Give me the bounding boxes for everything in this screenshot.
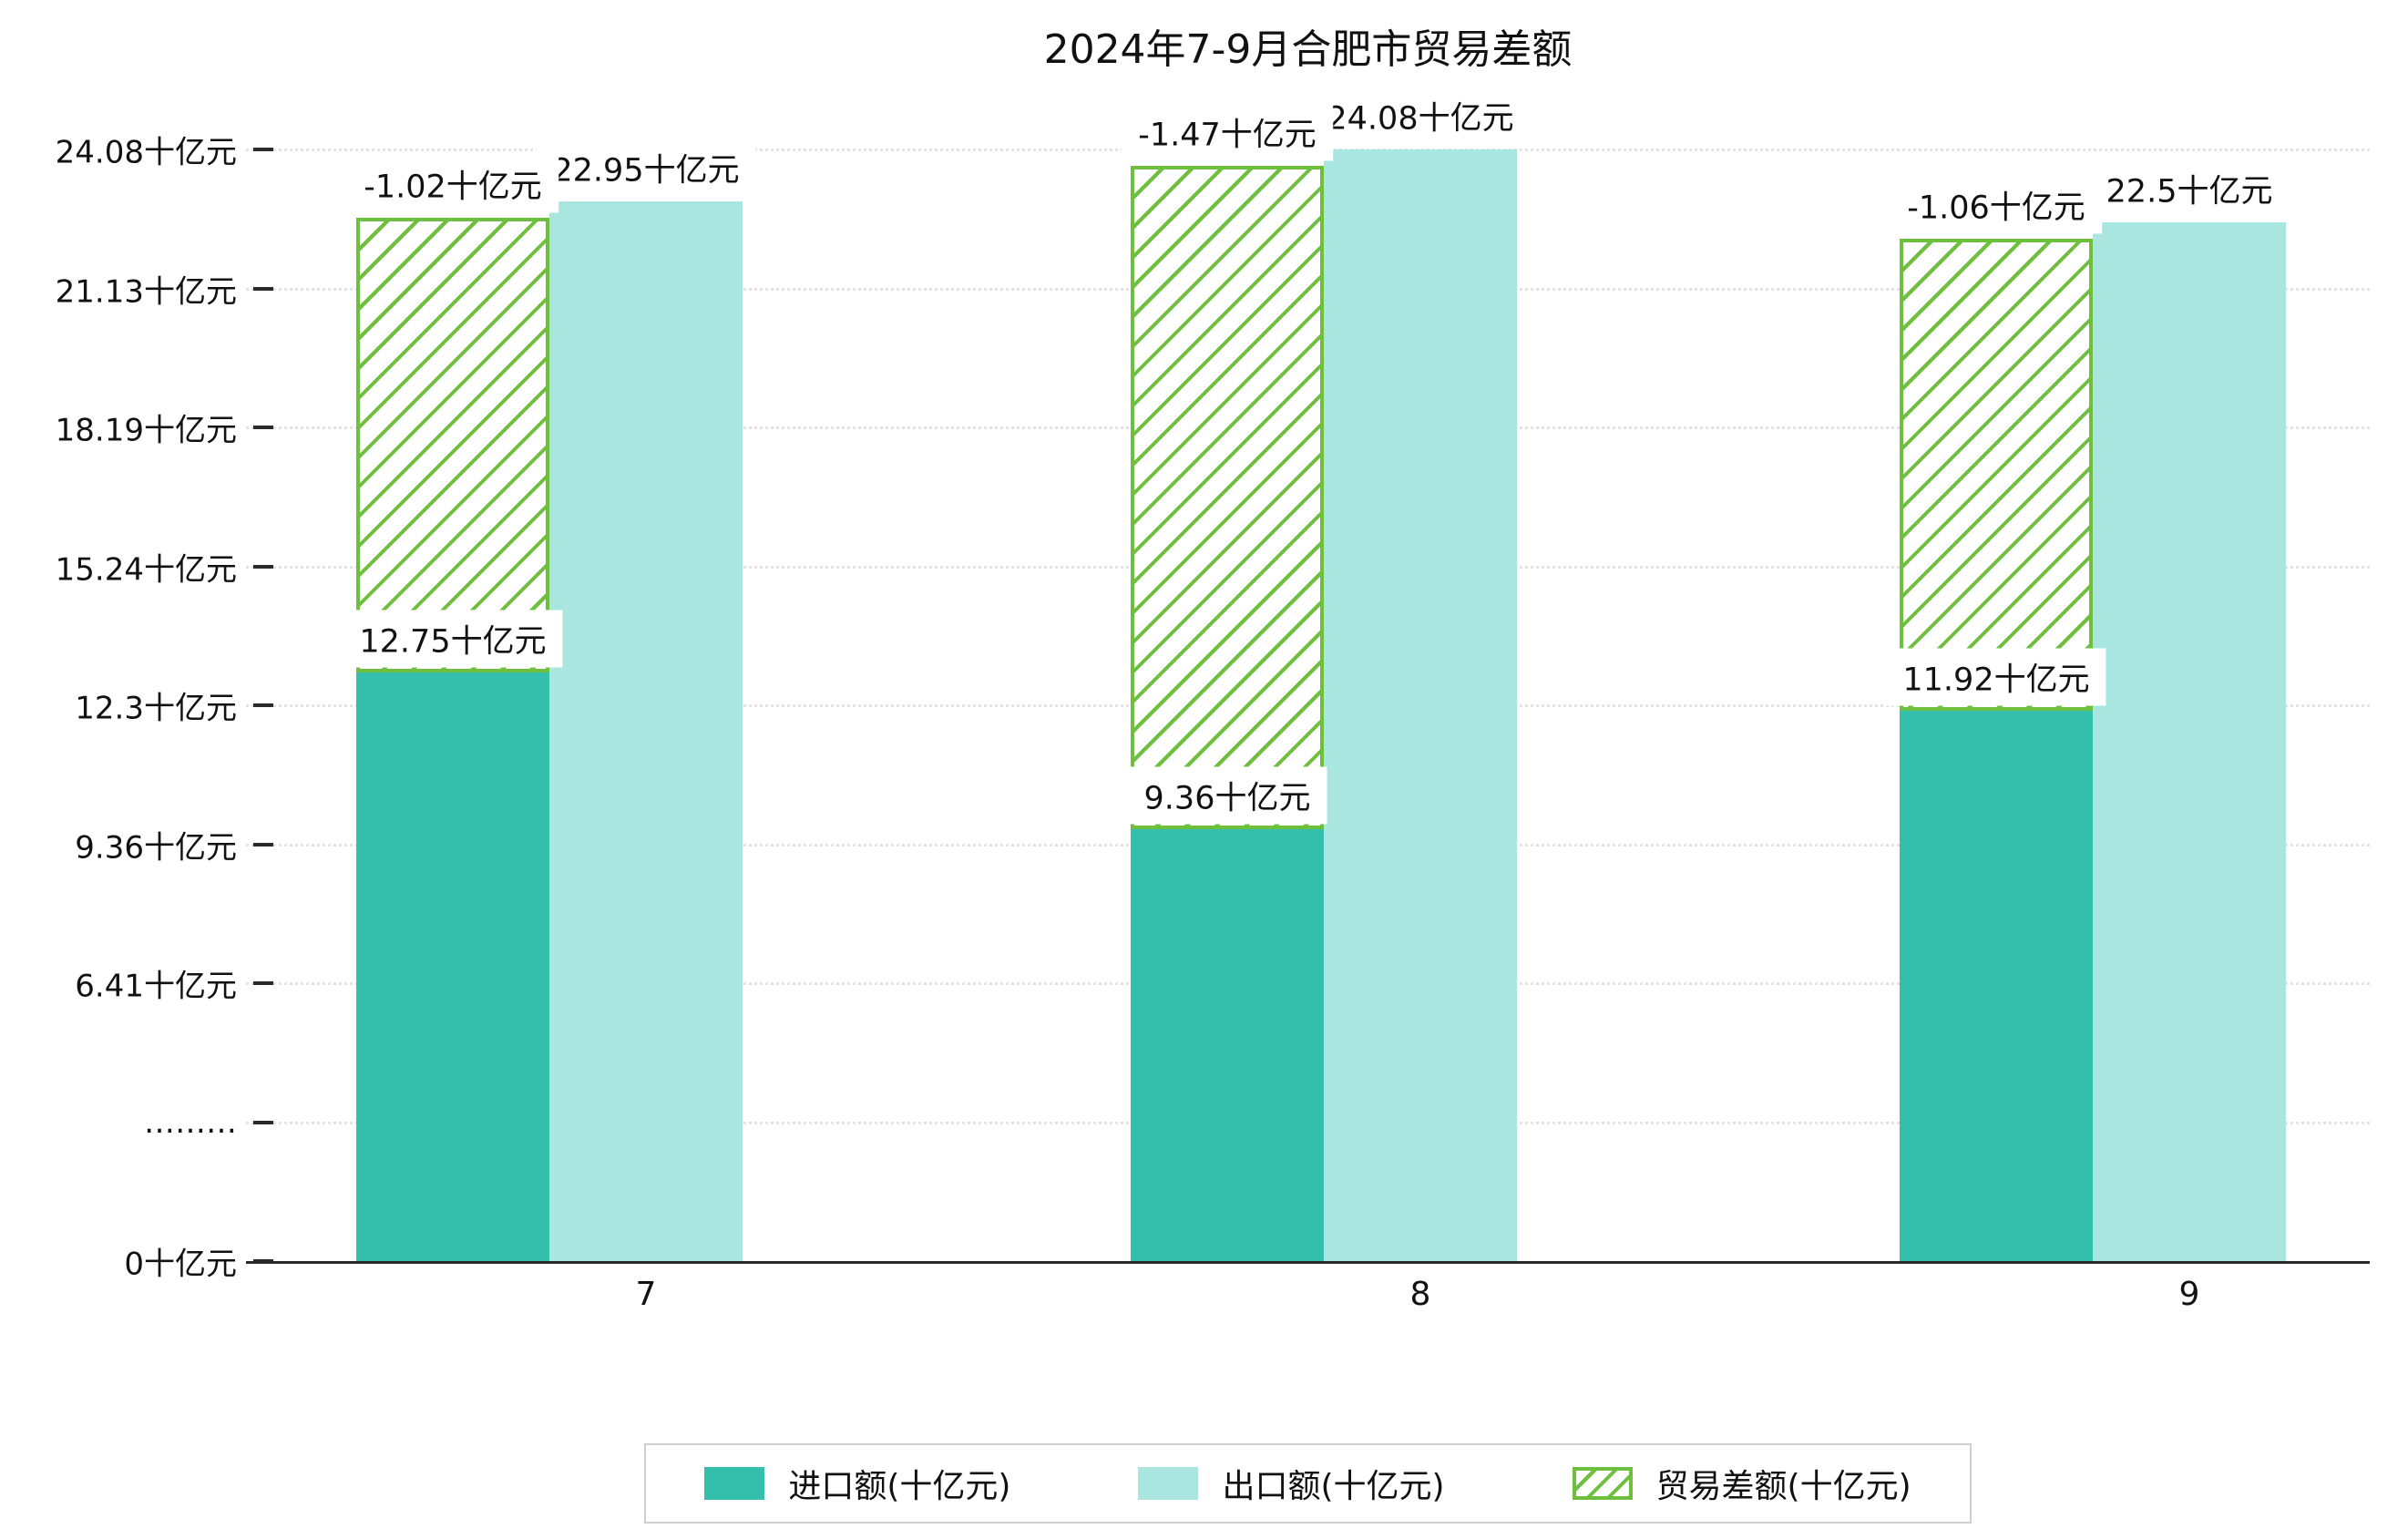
label-difference-7: -1.02十亿元 — [347, 155, 558, 213]
legend-swatch-export-icon — [1138, 1467, 1199, 1500]
legend-label-import: 进口额(十亿元) — [788, 1468, 1011, 1505]
y-axis-label: 9.36十亿元 — [75, 829, 237, 866]
label-import-8: 9.36十亿元 — [1127, 766, 1327, 825]
y-axis-label: 12.3十亿元 — [75, 690, 237, 727]
label-export-9: 22.5十亿元 — [2089, 159, 2290, 218]
legend-item-import[interactable]: 进口额(十亿元) — [704, 1460, 1010, 1507]
bar-export-9[interactable] — [2093, 222, 2286, 1261]
bar-trade-difference-7[interactable] — [356, 218, 549, 673]
x-axis-label-7: 7 — [635, 1276, 657, 1313]
y-axis-tick — [253, 286, 273, 291]
legend-swatch-difference-icon — [1572, 1467, 1633, 1500]
y-axis-tick — [253, 981, 273, 985]
y-axis-tick — [253, 148, 273, 151]
label-import-9: 11.92十亿元 — [1886, 648, 2106, 706]
legend-label-difference: 贸易差额(十亿元) — [1655, 1468, 1911, 1505]
y-axis-label: 18.19十亿元 — [55, 412, 237, 449]
bar-export-8[interactable] — [1324, 149, 1517, 1261]
bar-export-7[interactable] — [549, 201, 743, 1261]
bar-import-8[interactable] — [1131, 828, 1324, 1261]
x-axis-label-9: 9 — [2178, 1276, 2200, 1313]
x-axis-label-8: 8 — [1409, 1276, 1431, 1313]
y-axis-tick — [253, 703, 273, 707]
legend-item-difference[interactable]: 贸易差额(十亿元) — [1572, 1460, 1911, 1507]
y-axis-tick — [253, 426, 273, 429]
bar-import-7[interactable] — [356, 672, 549, 1261]
legend-box: 进口额(十亿元) 出口额(十亿元) 贸易差额(十亿元) — [644, 1443, 1972, 1524]
y-axis-tick — [253, 842, 273, 846]
chart-title: 2024年7-9月合肥市贸易差额 — [1043, 26, 1573, 73]
label-export-7: 22.95十亿元 — [536, 139, 756, 197]
legend: 进口额(十亿元) 出口额(十亿元) 贸易差额(十亿元) — [246, 1443, 2370, 1524]
legend-label-export: 出口额(十亿元) — [1222, 1468, 1445, 1505]
legend-swatch-import-icon — [704, 1467, 765, 1500]
y-axis-label: 0十亿元 — [124, 1246, 237, 1283]
y-axis-label: 6.41十亿元 — [75, 968, 237, 1005]
y-axis-label: 24.08十亿元 — [55, 134, 237, 171]
bar-trade-difference-8[interactable] — [1131, 166, 1324, 829]
bar-trade-difference-9[interactable] — [1900, 239, 2093, 712]
label-difference-9: -1.06十亿元 — [1891, 176, 2102, 234]
y-axis-tick — [253, 1120, 273, 1124]
y-axis-label: 21.13十亿元 — [55, 273, 237, 310]
label-export-8: 24.08十亿元 — [1310, 87, 1531, 145]
y-axis-tick — [253, 564, 273, 569]
label-import-7: 12.75十亿元 — [343, 610, 563, 668]
y-axis-label: 15.24十亿元 — [55, 551, 237, 588]
legend-item-export[interactable]: 出口额(十亿元) — [1138, 1460, 1445, 1507]
bar-import-9[interactable] — [1900, 711, 2093, 1261]
x-axis-line — [246, 1261, 2370, 1264]
label-difference-8: -1.47十亿元 — [1122, 103, 1333, 161]
y-axis-label: ……… — [144, 1103, 237, 1141]
